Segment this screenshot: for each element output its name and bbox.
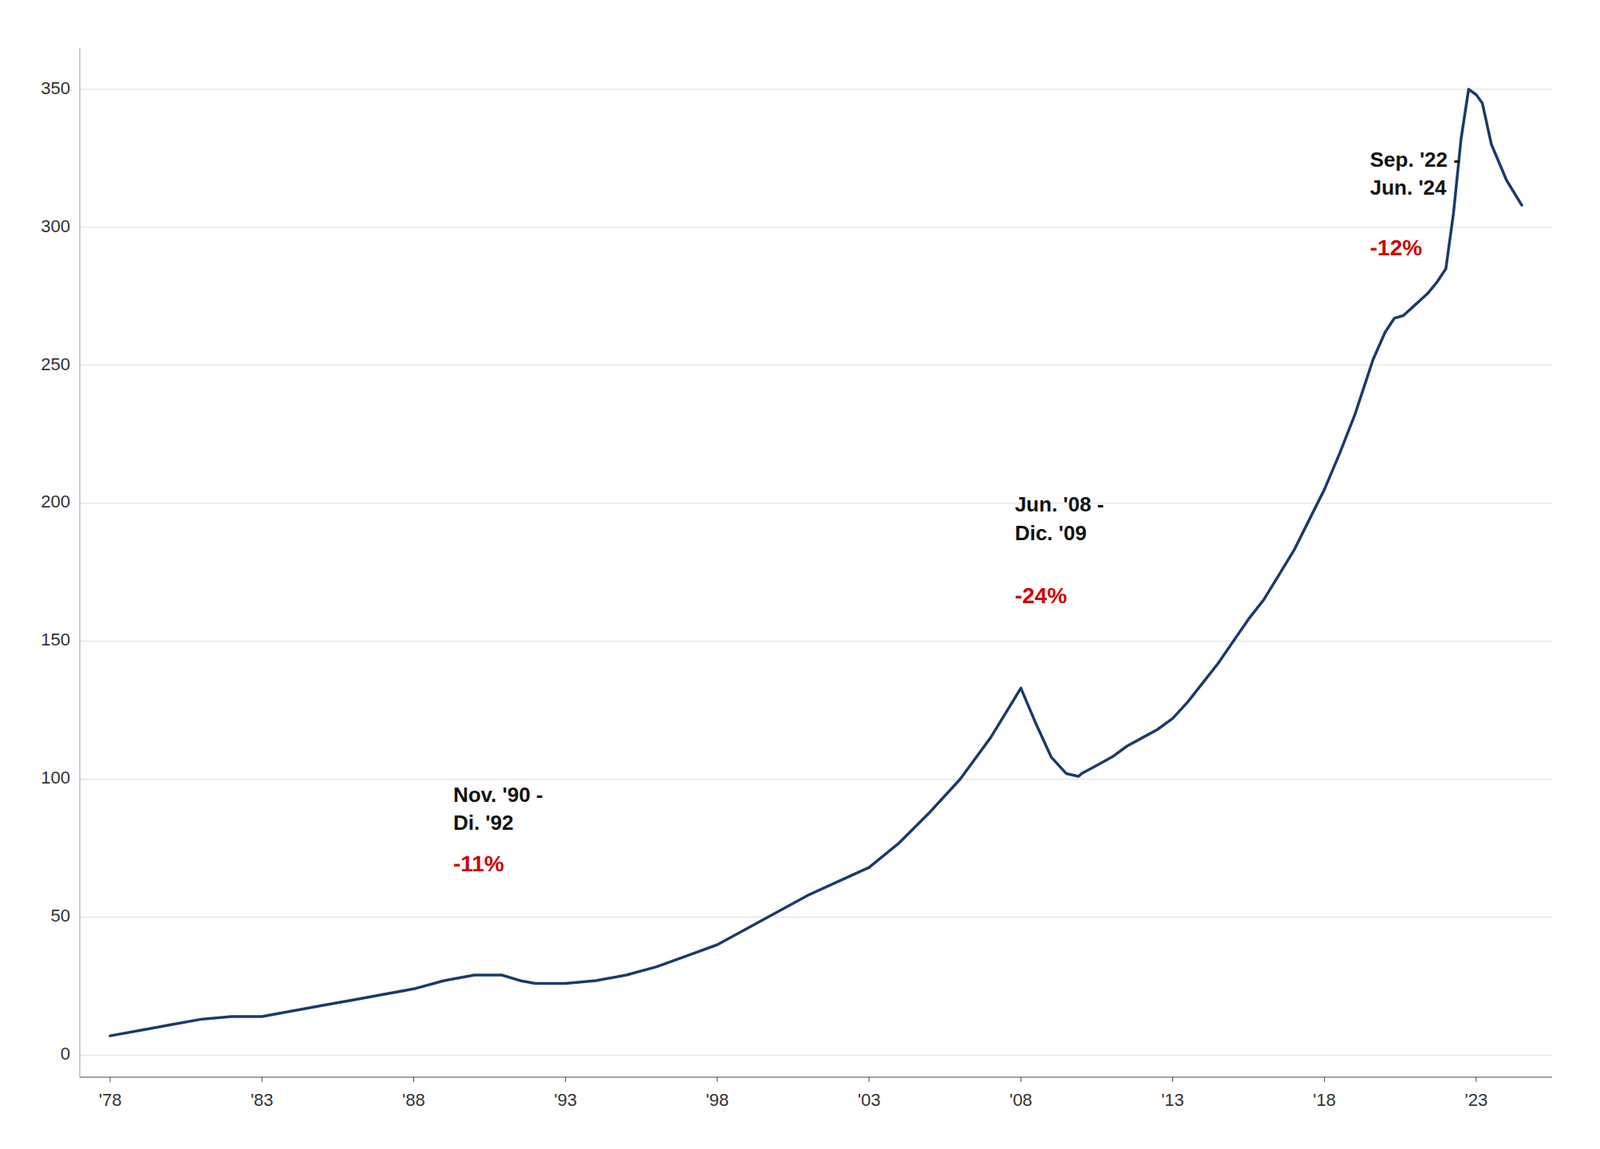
x-tick [564, 1077, 566, 1083]
x-tick [261, 1077, 263, 1083]
y-tick-label: 0 [60, 1043, 71, 1064]
x-tick-label: '03 [857, 1090, 881, 1111]
y-tick-label: 300 [40, 216, 71, 237]
annotation: Jun. '08 - [1015, 492, 1105, 517]
chart: 050100150200250300350'78'83'88'93'98'03'… [0, 0, 1600, 1149]
y-tick-label: 250 [40, 354, 71, 375]
x-tick [869, 1077, 870, 1083]
grid-line [79, 226, 1553, 228]
grid-line [79, 364, 1553, 366]
annotation: Jun. '24 [1370, 175, 1447, 200]
grid-line [79, 640, 1553, 642]
annotation: -12% [1370, 235, 1423, 261]
x-axis: '78 '83 '88 '93 '98 '03 '08 '13 '18 '23 [98, 1077, 1489, 1111]
grid-line [79, 1054, 1553, 1056]
x-tick [1172, 1077, 1174, 1083]
x-tick-label: '98 [706, 1090, 730, 1111]
y-tick-label: 350 [40, 78, 71, 99]
annotation: Nov. '90 - [453, 782, 544, 807]
plot-area [110, 89, 1522, 1036]
annotation: -11% [453, 851, 505, 877]
x-tick [1020, 1077, 1022, 1083]
x-tick-label: '78 [98, 1090, 123, 1111]
x-tick [1323, 1077, 1325, 1083]
x-axis-line [79, 1076, 1553, 1078]
line [110, 89, 1522, 1036]
x-tick [413, 1077, 415, 1083]
y-axis: 0 50 100 150 200 250 300 350 [40, 78, 1553, 1064]
x-tick [110, 1077, 111, 1083]
background [0, 0, 1600, 1149]
y-tick-label: 100 [40, 767, 71, 788]
grid-line [79, 88, 1553, 90]
x-tick [716, 1077, 718, 1083]
y-tick-label: 50 [51, 905, 71, 926]
annotation: Dic. '09 [1015, 521, 1087, 546]
grid-line [79, 502, 1553, 504]
y-axis-line [79, 47, 81, 1078]
x-tick-label: '23 [1465, 1090, 1489, 1111]
x-tick-label: '08 [1009, 1090, 1033, 1111]
x-tick-label: '18 [1312, 1090, 1336, 1111]
x-tick [1475, 1077, 1477, 1083]
annotation: -24% [1015, 583, 1067, 609]
grid-line [79, 778, 1553, 780]
annotation: Sep. '22 - [1370, 147, 1461, 172]
grid-line [79, 916, 1553, 918]
y-tick-label: 200 [40, 491, 71, 512]
annotations: Nov. '90 - Di. '92 -11% Jun. '08 - Dic. '09 -… [453, 147, 1461, 876]
y-tick-label: 150 [40, 629, 71, 650]
annotation: Di. '92 [453, 810, 514, 835]
x-tick-label: '13 [1161, 1090, 1185, 1111]
x-tick-label: '88 [402, 1090, 426, 1111]
x-tick-label: '83 [250, 1090, 274, 1111]
x-tick-label: '93 [553, 1090, 577, 1111]
